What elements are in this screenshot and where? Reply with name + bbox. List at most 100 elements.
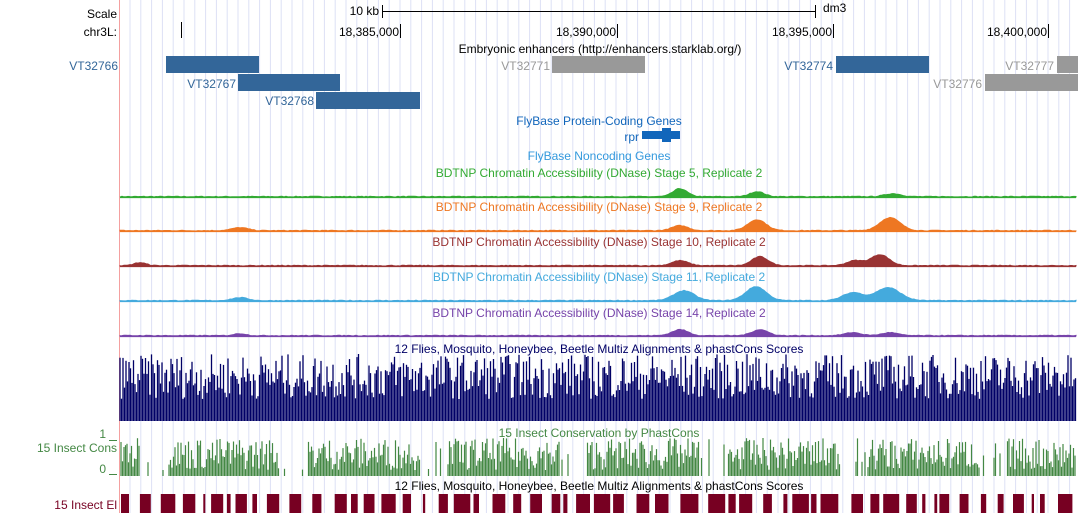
conserved-element: [121, 494, 129, 513]
conserved-element: [593, 494, 611, 513]
dnase-signal-area: [119, 187, 1077, 198]
enhancer-feature: [552, 56, 645, 73]
conserved-element: [655, 494, 669, 513]
conserved-element: [492, 494, 506, 513]
ruler-position: 18,395,000: [772, 25, 832, 39]
conserved-element: [334, 494, 347, 513]
conserved-element: [792, 494, 809, 513]
conserved-element: [906, 494, 917, 513]
conserved-element: [959, 494, 969, 513]
conserved-element: [530, 494, 542, 513]
scale-bar-label: 10 kb: [350, 4, 380, 18]
conserved-element: [613, 494, 624, 513]
gene-rpr[interactable]: [642, 128, 680, 142]
conserved-element: [728, 494, 736, 513]
conserved-element: [939, 494, 950, 513]
scale-bar: [382, 5, 816, 18]
dnase-signal-area: [119, 254, 1077, 267]
conserved-element: [636, 494, 650, 513]
conserved-element: [783, 494, 788, 513]
chrom-label: chr3L:: [84, 25, 117, 39]
conserved-element: [351, 494, 358, 513]
conserved-element: [934, 494, 938, 513]
dnase-signal-area: [119, 216, 1077, 232]
dnase-track-title: BDTNP Chromatin Accessibility (DNase) St…: [433, 270, 766, 284]
conserved-element: [235, 494, 247, 513]
enhancer-label: VT32776: [933, 77, 982, 91]
conserved-element: [1031, 494, 1034, 513]
conserved-element: [453, 494, 471, 513]
conserved-element: [739, 494, 753, 513]
ruler-ticks: 18,385,000 18,390,000 18,395,000 18,400,…: [339, 24, 1049, 39]
enhancer-feature: [985, 74, 1078, 91]
conserved-element: [402, 494, 411, 513]
ruler-position: 18,390,000: [556, 25, 616, 39]
conserved-element: [922, 494, 926, 513]
conserved-element: [139, 494, 151, 513]
conserved-element: [438, 494, 448, 513]
phastcons-axis-max: 1: [99, 427, 106, 441]
enhancer-label: VT32777: [1005, 59, 1054, 73]
conserved-element: [381, 494, 396, 513]
phastcons-signal[interactable]: [120, 438, 1076, 476]
enhancer-label: VT32771: [501, 59, 550, 73]
dnase-signal-area: [119, 328, 1077, 337]
conserved-element: [1058, 494, 1073, 513]
conserved-element: [563, 494, 568, 513]
conserved-element: [576, 494, 590, 513]
gene-label[interactable]: rpr: [624, 130, 639, 144]
conserved-element: [820, 494, 839, 513]
conserved-element: [883, 494, 900, 513]
conserved-element: [422, 494, 426, 513]
conserved-element: [252, 494, 257, 513]
multiz-signal[interactable]: [119, 354, 1077, 421]
conserved-element: [363, 494, 375, 513]
phastcons-axis-min: 0: [99, 462, 106, 476]
conserved-element: [551, 494, 561, 513]
multiz-track-title: 12 Flies, Mosquito, Honeybee, Beetle Mul…: [395, 342, 804, 356]
dnase-signals[interactable]: [119, 187, 1077, 338]
enhancer-feature: [166, 56, 259, 73]
elements-side-label[interactable]: 15 Insect El: [54, 498, 117, 512]
conserved-element: [473, 494, 479, 513]
conserved-element: [226, 494, 231, 513]
enhancer-feature: [836, 56, 929, 73]
enhancer-label: VT32768: [265, 94, 314, 108]
coding-genes-track-title: FlyBase Protein-Coding Genes: [516, 114, 681, 128]
phastcons-side-label[interactable]: 15 Insect Cons: [37, 441, 117, 455]
dnase-signal-area: [119, 286, 1077, 302]
conserved-element: [1040, 494, 1045, 513]
enhancers-track-title: Embryonic enhancers (http://enhancers.st…: [459, 42, 742, 56]
ruler-position: 18,400,000: [987, 25, 1047, 39]
enhancer-label: VT32766: [69, 59, 118, 73]
conserved-element: [870, 494, 880, 513]
conserved-element: [182, 494, 196, 513]
enhancer-feature: [1057, 56, 1078, 73]
conserved-element: [811, 494, 817, 513]
conserved-element: [708, 494, 726, 513]
enhancer-label: VT32774: [784, 59, 833, 73]
dnase-track-title: BDTNP Chromatin Accessibility (DNase) St…: [432, 306, 766, 320]
conserved-element: [680, 494, 699, 513]
enhancer-feature: [238, 74, 340, 91]
dnase-track-title: BDTNP Chromatin Accessibility (DNase) St…: [436, 200, 763, 214]
conserved-element: [289, 494, 302, 513]
phastcons-track-title: 15 Insect Conservation by PhastCons: [499, 426, 700, 440]
elements-signal[interactable]: [121, 494, 1073, 513]
dnase-track-title: BDTNP Chromatin Accessibility (DNase) St…: [432, 235, 766, 249]
noncoding-genes-track-title: FlyBase Noncoding Genes: [528, 149, 671, 163]
ruler-position: 18,385,000: [339, 25, 399, 39]
elements-track-title: 12 Flies, Mosquito, Honeybee, Beetle Mul…: [395, 479, 804, 493]
conserved-element: [203, 494, 206, 513]
conserved-element: [1013, 494, 1024, 513]
enhancer-features[interactable]: VT32766 VT32767 VT32768 VT32771 VT32774 …: [69, 56, 1078, 109]
dnase-track-title: BDTNP Chromatin Accessibility (DNase) St…: [436, 166, 763, 180]
conserved-element: [160, 494, 176, 513]
assembly-label: dm3: [823, 1, 847, 15]
conserved-element: [211, 494, 224, 513]
enhancer-label: VT32767: [187, 77, 236, 91]
conserved-element: [980, 494, 987, 513]
conserved-element: [763, 494, 772, 513]
enhancer-feature: [316, 92, 420, 109]
